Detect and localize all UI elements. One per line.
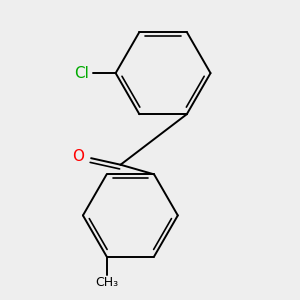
Text: CH₃: CH₃ [95, 276, 118, 289]
Text: Cl: Cl [75, 66, 89, 81]
Text: O: O [73, 149, 85, 164]
